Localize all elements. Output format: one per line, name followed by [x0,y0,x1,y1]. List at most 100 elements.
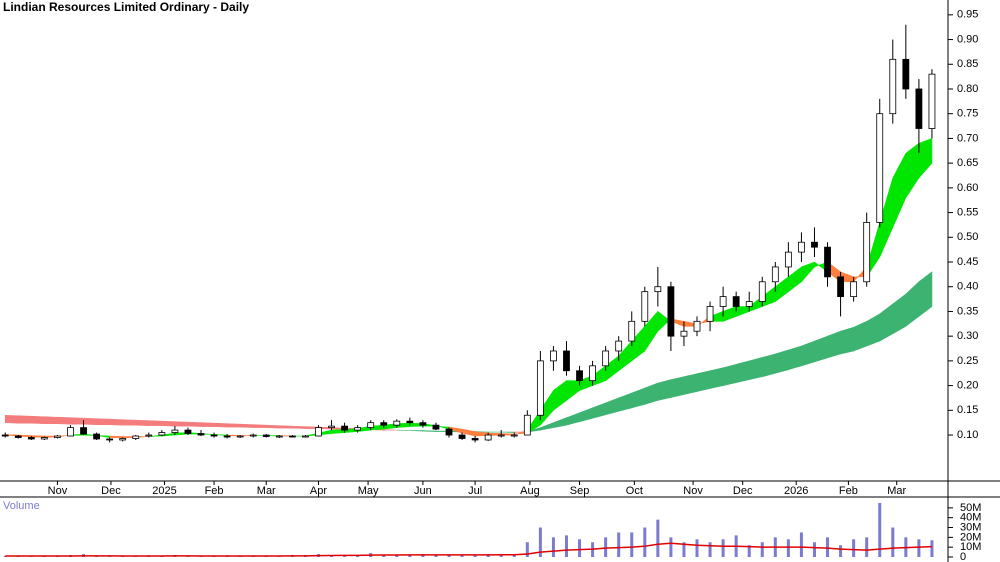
candle-body [93,433,100,440]
candle-body [680,330,688,337]
y-tick-label: 0.50 [957,231,978,243]
ema-band [265,424,280,429]
volume-bar [395,555,399,557]
candle-body [119,438,127,441]
volume-bar [578,539,582,557]
volume-bar [786,539,790,557]
x-tick-label: Aug [520,485,540,497]
volume-bar [812,542,816,557]
ema-band [657,379,672,401]
ema-band [226,423,241,428]
volume-bar [669,537,673,557]
candle-body [745,301,753,307]
candle-body [863,222,871,283]
volume-tick-label: 40M [960,512,981,524]
candle-body [654,286,662,293]
candle-body [576,370,583,382]
ema-band [83,417,97,425]
candle-body [328,425,335,429]
ema-band [422,430,437,432]
candle-body [563,350,570,372]
candle-body [106,438,114,441]
ema-band [775,349,789,374]
y-tick-label: 0.55 [957,206,978,218]
ema-band [187,421,202,427]
ema-band [279,425,293,429]
candle-body [889,58,897,115]
ema-band [292,425,306,429]
ema-band [748,357,763,381]
y-tick-label: 0.10 [957,429,978,441]
ema-band [135,419,150,426]
ema-band [109,435,123,439]
candle-body [145,434,153,437]
ema-band [148,420,163,426]
ema-band [761,353,776,378]
candle-body [837,276,844,298]
x-tick-label: Dec [101,485,121,497]
y-tick-label: 0.25 [957,355,978,367]
candle-body [876,113,884,223]
ema-band [96,418,110,425]
y-tick-label: 0.20 [957,379,978,391]
candle-body [784,251,792,268]
candle-body [510,434,518,437]
volume-bar [656,519,660,557]
volume-tick-label: 20M [960,531,981,543]
volume-bar [878,502,882,557]
y-tick-label: 0.40 [957,281,978,293]
y-tick-label: 0.15 [957,404,978,416]
candle-body [902,58,910,90]
volume-bar [708,542,712,557]
ema-band [827,330,841,359]
volume-bar [891,527,895,557]
candle-body [210,434,218,437]
volume-bar [447,555,451,557]
candle-body [14,435,22,438]
y-tick-label: 0.80 [957,83,978,95]
volume-bar [721,539,725,557]
x-tick-label: 2026 [784,485,808,497]
volume-bar [643,527,647,557]
candle-body [80,427,87,435]
ema-band [109,418,123,426]
candle-body [158,432,166,436]
candle-body [184,429,192,434]
candle-body [850,281,858,298]
x-tick-label: Apr [310,485,327,497]
volume-bar [408,555,412,557]
y-tick-label: 0.70 [957,132,978,144]
candle-body [249,434,257,437]
candle-body [928,73,936,129]
ema-band [683,373,698,395]
ema-band [70,417,84,425]
candle-body [497,434,505,437]
candle-body [523,414,531,436]
x-tick-label: Sep [570,485,590,497]
candle-body [288,435,296,438]
candle-body [589,365,596,382]
candle-body [824,246,831,278]
candle-body [197,433,205,436]
candle-body [315,427,322,437]
x-tick-label: Feb [839,485,858,497]
candle-body [641,291,649,322]
volume-bar [564,535,568,557]
candle-body [354,427,362,431]
ema-band [4,414,19,424]
candle-body [471,438,479,441]
y-tick-label: 0.45 [957,256,978,268]
volume-tick-label: 0 [960,551,966,562]
volume-tick-label: 50M [960,502,981,514]
candle-body [1,434,9,437]
ema-band [918,137,933,179]
candle-body [915,88,923,129]
ema-band [122,419,137,426]
volume-bar [865,537,869,557]
volume-bar [473,555,477,557]
candle-body [484,434,492,441]
y-tick-label: 0.95 [957,9,978,21]
candle-body [445,428,453,436]
candle-body [40,437,48,440]
y-tick-label: 0.85 [957,58,978,70]
